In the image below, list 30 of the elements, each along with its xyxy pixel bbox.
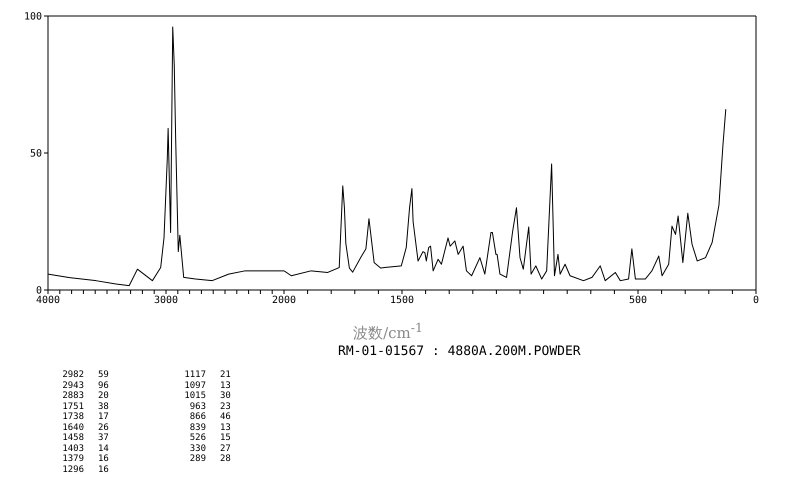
text: 2943 96 <box>62 380 109 390</box>
text: 526 15 <box>190 433 231 443</box>
text: 1458 37 <box>62 433 109 443</box>
text: 1117 21 <box>184 370 231 380</box>
x-axis-title: 波数/cm$^{-1}$ <box>352 320 424 343</box>
text: 1296 16 <box>62 464 109 474</box>
x-tick-label: 1500 <box>390 295 414 306</box>
text: 2982 59 <box>62 370 109 380</box>
text: 330 27 <box>190 444 231 454</box>
x-tick-label: 4000 <box>36 295 60 306</box>
text: 1015 30 <box>184 391 231 401</box>
text: 1097 13 <box>184 380 231 390</box>
text: 1751 38 <box>62 402 109 412</box>
x-tick-label: 3000 <box>154 295 178 306</box>
text: RM-01-01567 : 4880A.200M.POWDER <box>338 344 581 359</box>
text: 963 23 <box>190 402 231 412</box>
text: 839 13 <box>190 422 231 432</box>
text: 1403 14 <box>62 444 109 454</box>
text: 1738 17 <box>62 412 109 422</box>
x-tick-label: 2000 <box>272 295 296 306</box>
text: 866 46 <box>190 412 231 422</box>
y-tick-label: 100 <box>24 12 42 23</box>
text: 2883 20 <box>62 391 109 401</box>
y-tick-label: 50 <box>30 148 42 160</box>
y-tick-label: 0 <box>36 286 42 297</box>
text: 1640 26 <box>62 422 109 432</box>
text: 289 28 <box>190 454 231 464</box>
x-tick-label: 500 <box>628 295 648 306</box>
x-tick-label: 0 <box>752 295 760 306</box>
text: 1379 16 <box>62 454 109 464</box>
